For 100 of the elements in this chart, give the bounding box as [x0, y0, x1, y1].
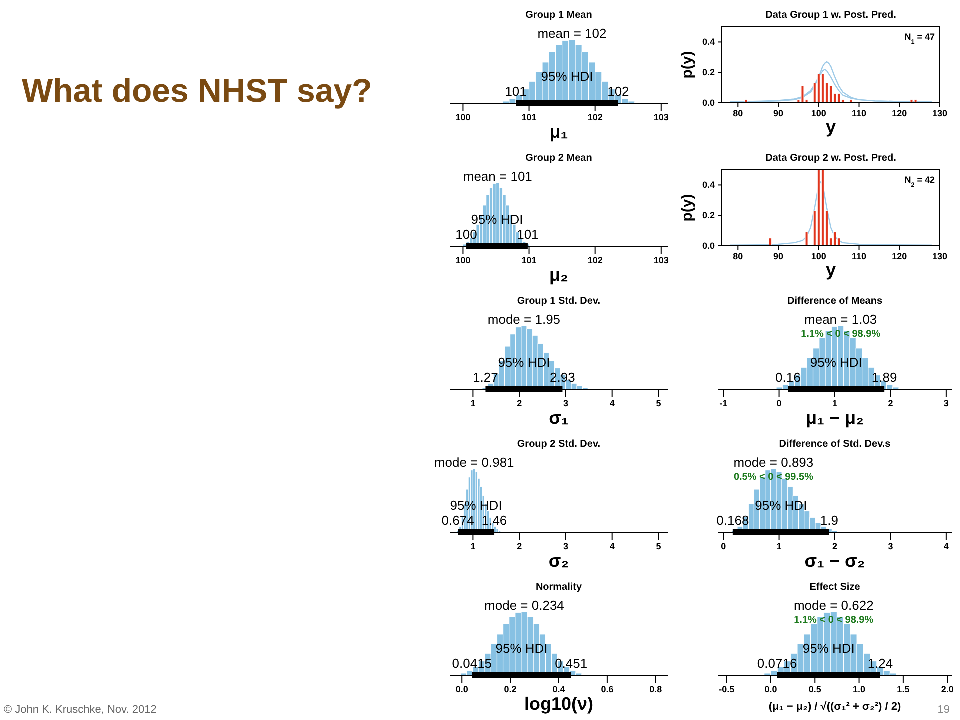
- x-tick-label: 120: [892, 251, 908, 262]
- x-tick-label: 2: [517, 541, 522, 552]
- x-tick-label: 3: [888, 541, 894, 552]
- x-axis-title: σ₂: [548, 551, 570, 571]
- x-tick-label: 1.5: [897, 684, 910, 694]
- chart-title: Difference of Means: [787, 296, 883, 307]
- x-tick-label: 0.0: [456, 684, 468, 694]
- annotation: 101: [505, 84, 527, 99]
- x-tick-label: 100: [456, 112, 471, 122]
- x-tick-label: 4: [610, 398, 615, 408]
- x-tick-label: 4: [610, 541, 615, 552]
- annotation: 0.451: [555, 656, 588, 671]
- annotation: 0.0716: [757, 656, 798, 671]
- annotation: 101: [517, 227, 539, 242]
- annotation: N$_{1}$ = 47: [904, 32, 935, 46]
- x-tick-label: 1.0: [853, 684, 866, 694]
- y-tick-label: 0.0: [702, 240, 715, 251]
- chart-title: Group 2 Mean: [526, 153, 592, 164]
- x-tick-label: 100: [456, 255, 471, 266]
- chart-title: Group 1 Std. Dev.: [517, 296, 601, 307]
- x-tick-label: 1: [832, 398, 838, 408]
- annotation: mean = 1.03: [804, 312, 878, 327]
- annotation: 0.0415: [452, 656, 492, 671]
- x-tick-label: 120: [892, 108, 908, 118]
- annotation: 1.89: [872, 370, 898, 385]
- chart-title: Normality: [536, 582, 582, 593]
- annotation: 0.168: [716, 513, 750, 528]
- annotation: N$_{2}$ = 42: [904, 175, 935, 188]
- annotation: 1.24: [868, 656, 894, 671]
- x-tick-label: 2.0: [941, 684, 954, 694]
- x-tick-label: 90: [774, 251, 784, 262]
- y-tick-label: 0.4: [702, 37, 715, 48]
- x-tick-label: 90: [774, 108, 784, 118]
- x-axis-title: y: [826, 117, 836, 137]
- text: 19: [938, 704, 950, 716]
- annotation: mode = 0.622: [794, 598, 874, 613]
- x-tick-label: 0.0: [764, 684, 778, 694]
- x-tick-label: 110: [852, 251, 867, 262]
- x-tick-label: -1: [720, 398, 728, 408]
- x-tick-label: 130: [932, 108, 948, 118]
- annotation: 1.27: [473, 370, 498, 385]
- x-tick-label: 2: [517, 398, 522, 408]
- x-tick-label: 103: [654, 112, 669, 122]
- x-axis-title: (μ₁ − μ₂) / √((σ₁² + σ₂²) / 2): [768, 701, 902, 713]
- x-tick-label: 0.2: [504, 684, 517, 694]
- x-tick-label: 130: [932, 251, 948, 262]
- x-axis-title: σ₁ − σ₂: [804, 551, 866, 571]
- x-tick-label: 102: [588, 255, 603, 266]
- x-tick-label: 3: [563, 541, 568, 552]
- x-tick-label: 100: [811, 108, 826, 118]
- annotation: mean = 102: [538, 26, 607, 41]
- y-axis-title: p(y): [679, 194, 696, 222]
- x-tick-label: 5: [656, 398, 662, 408]
- annotation: mode = 0.981: [434, 455, 514, 470]
- x-axis-title: y: [826, 260, 836, 280]
- chart-title: Group 2 Std. Dev.: [517, 439, 601, 450]
- y-tick-label: 0.2: [702, 67, 715, 78]
- chart-title: Effect Size: [810, 582, 861, 593]
- x-tick-label: 5: [656, 541, 662, 552]
- annotation: 0.674: [442, 513, 474, 528]
- x-tick-label: 80: [733, 108, 744, 118]
- text: What does NHST say?: [22, 72, 372, 109]
- x-tick-label: 0.8: [650, 684, 662, 694]
- chart-title: Data Group 1 w. Post. Pred.: [766, 10, 897, 21]
- band-label: 95% HDI: [471, 212, 524, 227]
- x-tick-label: 0.4: [552, 684, 566, 694]
- x-tick-label: 100: [811, 251, 826, 262]
- annotation: mode = 0.234: [484, 598, 564, 613]
- band-label: 95% HDI: [755, 498, 808, 513]
- band-label: 95% HDI: [802, 641, 855, 656]
- x-tick-label: 2: [888, 398, 894, 408]
- x-tick-label: 1: [470, 541, 476, 552]
- x-tick-label: 101: [522, 112, 537, 122]
- y-axis-title: p(y): [679, 51, 696, 79]
- y-tick-label: 0.0: [702, 98, 715, 108]
- y-tick-label: 0.2: [702, 210, 715, 220]
- x-tick-label: 1: [776, 541, 782, 552]
- x-tick-label: 2: [832, 541, 838, 552]
- annotation: mode = 0.893: [734, 455, 814, 470]
- x-tick-label: 103: [654, 255, 669, 266]
- x-axis-title: σ₁: [549, 408, 569, 428]
- chart-title: Group 1 Mean: [526, 10, 592, 21]
- x-axis-title: μ₁: [550, 122, 568, 142]
- x-axis-title: μ₁ − μ₂: [806, 408, 864, 428]
- band-label: 95% HDI: [450, 498, 502, 513]
- x-tick-label: 80: [733, 251, 744, 262]
- annotation: 100: [456, 227, 478, 242]
- x-axis-title: μ₂: [549, 265, 569, 285]
- x-tick-label: 4: [944, 541, 949, 552]
- x-tick-label: 3: [563, 398, 568, 408]
- annotation: 102: [608, 84, 630, 99]
- annotation: 1.46: [482, 513, 508, 528]
- annotation: 0.16: [776, 370, 801, 385]
- x-tick-label: 0.5: [808, 684, 822, 694]
- band-label: 95% HDI: [810, 355, 862, 370]
- band-label: 95% HDI: [541, 69, 594, 84]
- text: © John K. Kruschke, Nov. 2012: [4, 704, 157, 716]
- y-tick-label: 0.4: [702, 180, 715, 190]
- x-tick-label: 101: [522, 255, 537, 266]
- annotation: mode = 1.95: [488, 312, 561, 327]
